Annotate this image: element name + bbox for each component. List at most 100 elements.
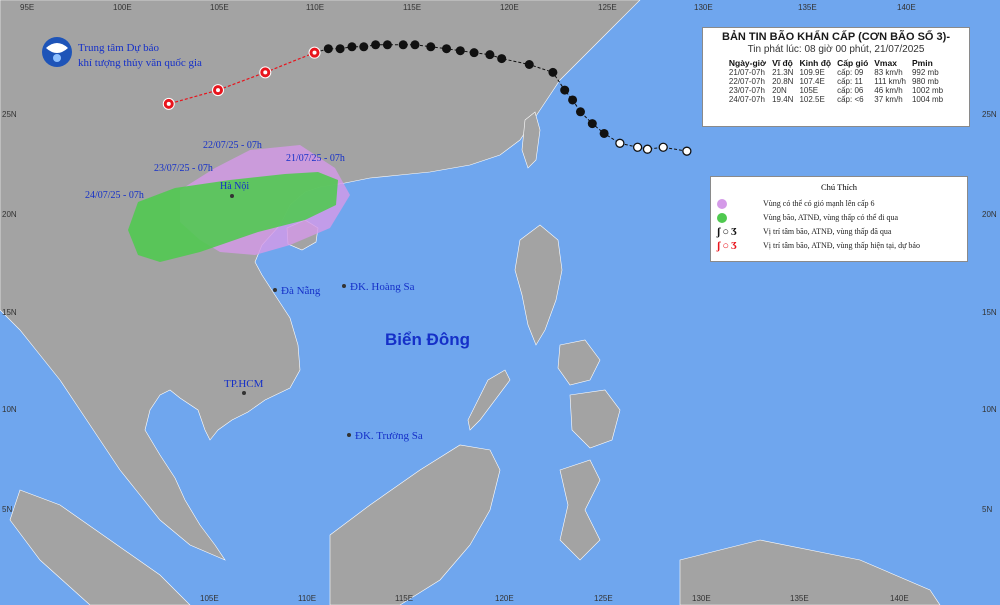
- table-cell: cấp: 06: [837, 86, 864, 95]
- hoangsa-dot: [342, 284, 346, 288]
- table-cell: 102.5E: [799, 95, 825, 104]
- forecast-track-point-core: [312, 50, 317, 55]
- past-track-point: [426, 42, 436, 52]
- asia-mainland: [0, 0, 641, 561]
- bulletin-panel: BẢN TIN BÃO KHẨN CẤP (CƠN BÃO SỐ 3)- Tin…: [702, 27, 970, 127]
- agency-name-line1: Trung tâm Dự báo: [78, 42, 160, 54]
- right-tick: 10N: [982, 405, 997, 414]
- table-row: 21/07-07h 21.3N 109.9E cấp: 09 83 km/h 9…: [726, 68, 946, 77]
- danang-label: Đà Nẵng: [281, 285, 321, 297]
- hanoi-dot: [230, 194, 234, 198]
- table-cell: 19.4N: [772, 95, 794, 104]
- bottom-tick: 110E: [298, 594, 317, 603]
- purple-dot-icon: [717, 198, 727, 209]
- bottom-tick: 125E: [594, 594, 613, 603]
- past-track-point: [599, 128, 609, 138]
- forecast-track-line: [168, 52, 315, 105]
- col-header: Ngày-giờ: [728, 58, 767, 68]
- table-cell: 24/07-07h: [728, 95, 765, 104]
- mindanao-island: [569, 389, 621, 449]
- forecast-track-point-core: [166, 101, 171, 106]
- forecast-table-header: Ngày-giờ Vĩ độ Kinh độ Cấp gió Vmax Pmin: [726, 58, 946, 68]
- past-track-point: [371, 40, 381, 50]
- col-header: Cấp gió: [837, 58, 869, 68]
- top-tick: 130E: [694, 3, 713, 12]
- legend-text: Vùng bão, ATNĐ, vùng thấp có thể đi qua: [763, 213, 899, 222]
- table-cell: 20N: [772, 86, 787, 95]
- visayas-islands: [557, 339, 601, 386]
- legend-text: Vùng có thể có gió mạnh lên cấp 6: [763, 199, 875, 208]
- col-header: Pmin: [911, 58, 933, 68]
- left-tick: 15N: [2, 308, 17, 317]
- past-symbols-icon: ʃ○Ӡ: [717, 225, 739, 238]
- table-cell: 37 km/h: [874, 95, 903, 104]
- top-tick: 135E: [798, 3, 817, 12]
- legend-text: Vị trí tâm bão, ATNĐ, vùng thấp đã qua: [763, 227, 892, 236]
- bottom-tick: 120E: [495, 594, 514, 603]
- legend-panel: Chú Thích Vùng có thể có gió mạnh lên cấ…: [710, 176, 968, 262]
- green-dot-icon: [717, 212, 727, 223]
- past-track-point: [524, 60, 534, 69]
- past-track-point: [575, 107, 585, 117]
- past-track-point: [658, 142, 668, 152]
- luzon-island: [514, 224, 563, 346]
- top-tick: 95E: [20, 3, 35, 12]
- legend-item-current: ʃ○Ӡ Vị trí tâm bão, ATNĐ, vùng thấp hiện…: [717, 239, 920, 252]
- table-row: 23/07-07h 20N 105E cấp: 06 46 km/h 1002 …: [726, 86, 946, 95]
- table-cell: 83 km/h: [874, 68, 903, 77]
- past-track-point: [642, 144, 653, 154]
- past-track-point: [587, 119, 597, 129]
- past-track-points: [323, 40, 692, 156]
- legend-text: Vị trí tâm bão, ATNĐ, vùng thấp hiện tại…: [763, 241, 920, 250]
- hcm-label: TP.HCM: [224, 378, 264, 390]
- col-header: Vmax: [874, 58, 897, 68]
- table-cell: 980 mb: [911, 77, 939, 86]
- left-tick: 10N: [2, 405, 17, 414]
- truongsa-label: ĐK. Trường Sa: [355, 430, 423, 442]
- table-cell: 1004 mb: [911, 95, 944, 104]
- table-cell: 1002 mb: [911, 86, 944, 95]
- left-tick: 20N: [2, 210, 17, 219]
- past-track-point: [497, 54, 507, 64]
- forecast-track-point-core: [263, 70, 268, 75]
- past-track-point: [347, 42, 357, 52]
- borneo-island: [329, 444, 501, 605]
- past-track-point: [568, 95, 578, 105]
- table-row: 24/07-07h 19.4N 102.5E cấp: <6 37 km/h 1…: [726, 95, 946, 104]
- table-cell: 20.8N: [772, 77, 794, 86]
- hanoi-label: Hà Nội: [220, 181, 250, 192]
- palawan-island: [467, 369, 511, 431]
- col-header: Kinh độ: [799, 58, 832, 68]
- table-cell: 21.3N: [772, 68, 794, 77]
- date-label-22: 22/07/25 - 07h: [203, 140, 262, 151]
- table-cell: 107.4E: [799, 77, 825, 86]
- table-cell: 105E: [799, 86, 819, 95]
- legend-title: Chú Thích: [821, 182, 857, 192]
- current-symbols-icon: ʃ○Ӡ: [717, 239, 739, 252]
- bottom-tick: 130E: [692, 594, 711, 603]
- past-track-point: [442, 44, 452, 54]
- table-cell: 21/07-07h: [728, 68, 765, 77]
- table-cell: cấp: 11: [837, 77, 863, 86]
- sulawesi-island: [559, 459, 601, 561]
- left-tick: 25N: [2, 110, 17, 119]
- past-track-point: [682, 146, 692, 156]
- table-cell: cấp: 09: [837, 68, 864, 77]
- land-layer: [0, 0, 941, 605]
- danang-dot: [273, 288, 277, 292]
- right-tick: 25N: [982, 110, 997, 119]
- col-header: Vĩ độ: [772, 58, 793, 68]
- past-track-point: [359, 42, 369, 52]
- past-track-point: [335, 44, 345, 54]
- table-cell: 46 km/h: [874, 86, 903, 95]
- past-track-point: [455, 46, 465, 56]
- top-tick: 115E: [403, 3, 422, 12]
- table-cell: 111 km/h: [874, 77, 906, 86]
- storm-cone-inner: [128, 172, 338, 262]
- bottom-tick: 135E: [790, 594, 809, 603]
- right-tick: 20N: [982, 210, 997, 219]
- past-track-point: [615, 138, 625, 148]
- table-cell: 22/07-07h: [728, 77, 765, 86]
